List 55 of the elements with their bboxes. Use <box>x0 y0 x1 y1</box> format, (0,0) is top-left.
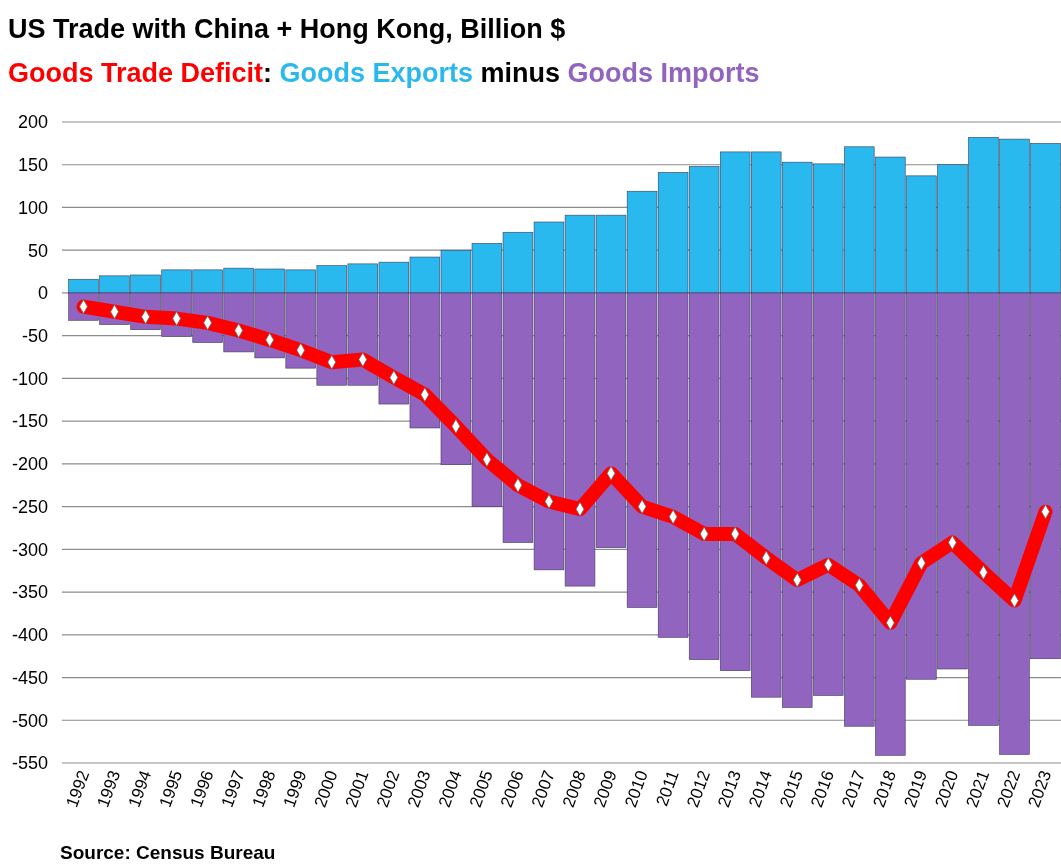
y-tick-label: -250 <box>11 496 48 517</box>
y-tick-label: -300 <box>11 539 48 560</box>
x-tick-label: 2014 <box>745 767 776 810</box>
y-tick-label: -500 <box>11 710 48 731</box>
x-tick-label: 1999 <box>279 767 311 810</box>
y-tick-label: 0 <box>37 283 48 304</box>
x-tick-label: 2010 <box>621 767 652 810</box>
x-tick-label: 1998 <box>248 767 280 810</box>
x-tick-label: 1997 <box>217 767 249 810</box>
y-tick-label: -200 <box>11 454 48 475</box>
x-tick-label: 2015 <box>776 767 807 810</box>
x-tick-label: 2016 <box>807 767 839 810</box>
x-tick-label: 2007 <box>527 767 559 810</box>
text: Goods Trade Deficit <box>8 58 264 88</box>
x-tick-label: 2005 <box>465 767 497 810</box>
x-tick-label: 1993 <box>93 767 125 810</box>
y-tick-label: -400 <box>11 625 48 646</box>
x-tick-label: 2023 <box>1024 767 1056 810</box>
source-note: Source: Census Bureau <box>60 842 276 863</box>
x-tick-label: 2011 <box>652 767 683 809</box>
text: minus <box>480 58 561 88</box>
x-tick-label: 2018 <box>869 767 901 810</box>
x-tick-label: 2020 <box>931 767 963 810</box>
x-tick-label: 2002 <box>372 767 404 810</box>
text: Goods Exports <box>279 58 474 88</box>
x-tick-label: 2008 <box>558 767 590 810</box>
x-tick-label: 2017 <box>838 767 870 810</box>
x-tick-label: 1996 <box>186 767 218 810</box>
x-tick-label: 1992 <box>62 767 94 810</box>
x-tick-label: 1994 <box>124 767 156 810</box>
chart-title: US Trade with China + Hong Kong, Billion $ <box>8 14 566 44</box>
text: : <box>263 58 273 88</box>
x-tick-label: 2006 <box>496 767 528 810</box>
y-tick-label: -350 <box>11 582 48 603</box>
y-tick-label: -100 <box>11 368 48 389</box>
x-tick-label: 1995 <box>155 767 187 810</box>
y-tick-label: 50 <box>27 240 48 261</box>
text: Goods Imports <box>567 58 760 88</box>
x-tick-label: 2004 <box>434 767 466 810</box>
y-tick-label: 150 <box>17 155 48 176</box>
x-tick-label: 2021 <box>962 767 994 810</box>
x-tick-label: 2013 <box>714 767 745 810</box>
x-tick-label: 2000 <box>310 767 342 810</box>
y-tick-label: 100 <box>17 197 48 218</box>
y-tick-label: 200 <box>17 112 48 133</box>
x-tick-label: 2019 <box>900 767 932 810</box>
x-tick-label: 2022 <box>993 767 1025 810</box>
y-tick-label: -450 <box>11 667 48 688</box>
x-tick-label: 2003 <box>403 767 435 810</box>
y-tick-label: -150 <box>11 411 48 432</box>
y-tick-label: -50 <box>21 325 48 346</box>
x-tick-label: 2001 <box>341 767 373 810</box>
x-tick-label: 2012 <box>683 767 714 810</box>
y-tick-label: -550 <box>11 753 48 774</box>
x-tick-label: 2009 <box>590 767 621 810</box>
